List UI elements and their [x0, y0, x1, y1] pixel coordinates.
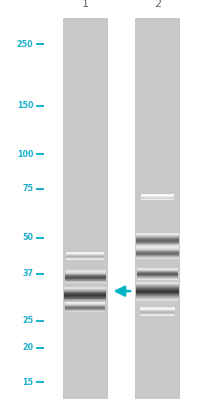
- Bar: [62, 18, 107, 399]
- Text: 250: 250: [17, 40, 33, 49]
- Text: 20: 20: [22, 343, 33, 352]
- Bar: [134, 18, 179, 399]
- Text: 37: 37: [22, 269, 33, 278]
- Text: 100: 100: [17, 150, 33, 159]
- Text: 75: 75: [22, 184, 33, 193]
- Text: 50: 50: [22, 233, 33, 242]
- Text: 25: 25: [22, 316, 33, 325]
- Text: 2: 2: [153, 0, 160, 9]
- Text: 15: 15: [22, 378, 33, 387]
- Text: 150: 150: [17, 101, 33, 110]
- Text: 1: 1: [81, 0, 88, 9]
